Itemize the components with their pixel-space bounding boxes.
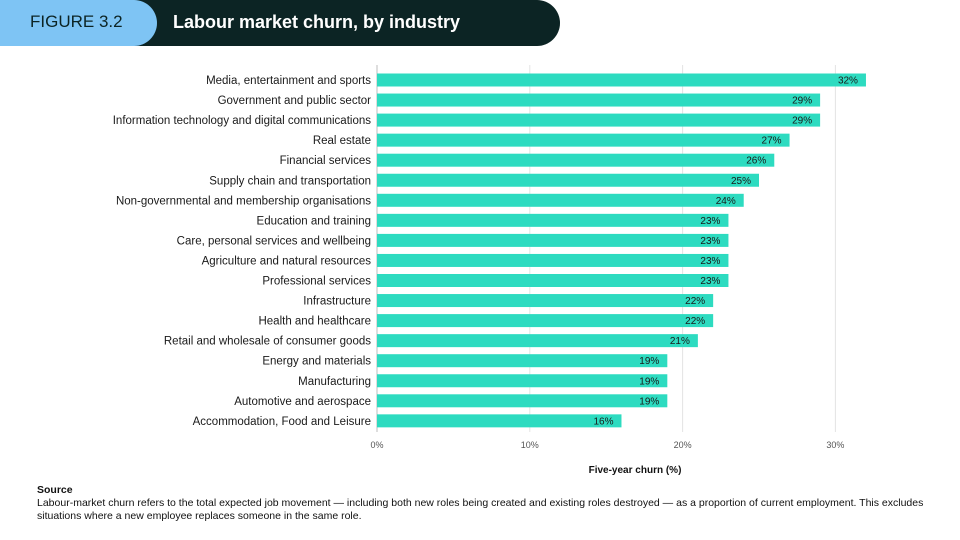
value-label: 27% bbox=[762, 136, 782, 147]
x-tick-label: 0% bbox=[370, 440, 383, 450]
category-label: Financial services bbox=[280, 155, 372, 167]
category-label: Energy and materials bbox=[262, 356, 371, 368]
category-label: Real estate bbox=[313, 135, 371, 147]
value-label: 32% bbox=[838, 76, 858, 87]
value-label: 23% bbox=[700, 216, 720, 227]
value-label: 29% bbox=[792, 96, 812, 107]
bar bbox=[377, 73, 866, 87]
bar bbox=[377, 93, 821, 107]
category-label: Professional services bbox=[262, 276, 371, 288]
value-label: 23% bbox=[700, 236, 720, 247]
category-label: Health and healthcare bbox=[258, 316, 371, 328]
category-label: Automotive and aerospace bbox=[234, 396, 371, 408]
figure-label: FIGURE 3.2 bbox=[30, 12, 123, 31]
source-note: Labour-market churn refers to the total … bbox=[37, 497, 924, 523]
category-label: Government and public sector bbox=[218, 95, 372, 107]
value-label: 24% bbox=[716, 196, 736, 207]
value-label: 16% bbox=[593, 416, 613, 427]
bar bbox=[377, 354, 668, 368]
value-label: 26% bbox=[746, 156, 766, 167]
category-label: Agriculture and natural resources bbox=[202, 255, 372, 267]
bar bbox=[377, 294, 714, 308]
bar bbox=[377, 414, 622, 428]
value-label: 23% bbox=[700, 256, 720, 267]
bar bbox=[377, 173, 759, 187]
bar bbox=[377, 233, 729, 247]
bar bbox=[377, 153, 775, 167]
category-label: Retail and wholesale of consumer goods bbox=[164, 336, 371, 348]
bar bbox=[377, 133, 790, 147]
category-label: Infrastructure bbox=[303, 296, 371, 308]
bar bbox=[377, 394, 668, 408]
bar bbox=[377, 334, 698, 348]
value-label: 19% bbox=[639, 396, 659, 407]
value-label: 22% bbox=[685, 296, 705, 307]
category-label: Education and training bbox=[257, 215, 371, 227]
value-label: 25% bbox=[731, 176, 751, 187]
category-label: Media, entertainment and sports bbox=[206, 75, 371, 87]
figure-label-badge bbox=[0, 0, 157, 46]
category-label: Non-governmental and membership organisa… bbox=[116, 195, 371, 207]
value-label: 19% bbox=[639, 376, 659, 387]
category-label: Care, personal services and wellbeing bbox=[177, 235, 371, 247]
bar bbox=[377, 113, 821, 127]
category-label: Information technology and digital commu… bbox=[113, 115, 372, 127]
category-label: Supply chain and transportation bbox=[209, 175, 371, 187]
value-label: 22% bbox=[685, 316, 705, 327]
bar bbox=[377, 374, 668, 388]
value-label: 21% bbox=[670, 336, 690, 347]
x-tick-label: 20% bbox=[674, 440, 692, 450]
x-tick-label: 10% bbox=[521, 440, 539, 450]
x-tick-label: 30% bbox=[826, 440, 844, 450]
value-label: 29% bbox=[792, 116, 812, 127]
bar bbox=[377, 193, 744, 207]
bar bbox=[377, 253, 729, 267]
value-label: 19% bbox=[639, 356, 659, 367]
bar-chart: 0% 10% 20% 30% Media, entertainment and spor… bbox=[113, 65, 866, 450]
bar bbox=[377, 274, 729, 287]
category-label: Accommodation, Food and Leisure bbox=[193, 416, 371, 428]
x-axis-title: Five-year churn (%) bbox=[588, 465, 682, 476]
bar bbox=[377, 314, 714, 328]
value-label: 23% bbox=[700, 276, 720, 287]
category-label: Manufacturing bbox=[298, 376, 371, 388]
bar bbox=[377, 213, 729, 227]
source-heading: Source bbox=[37, 484, 73, 496]
figure-title: Labour market churn, by industry bbox=[173, 12, 461, 32]
